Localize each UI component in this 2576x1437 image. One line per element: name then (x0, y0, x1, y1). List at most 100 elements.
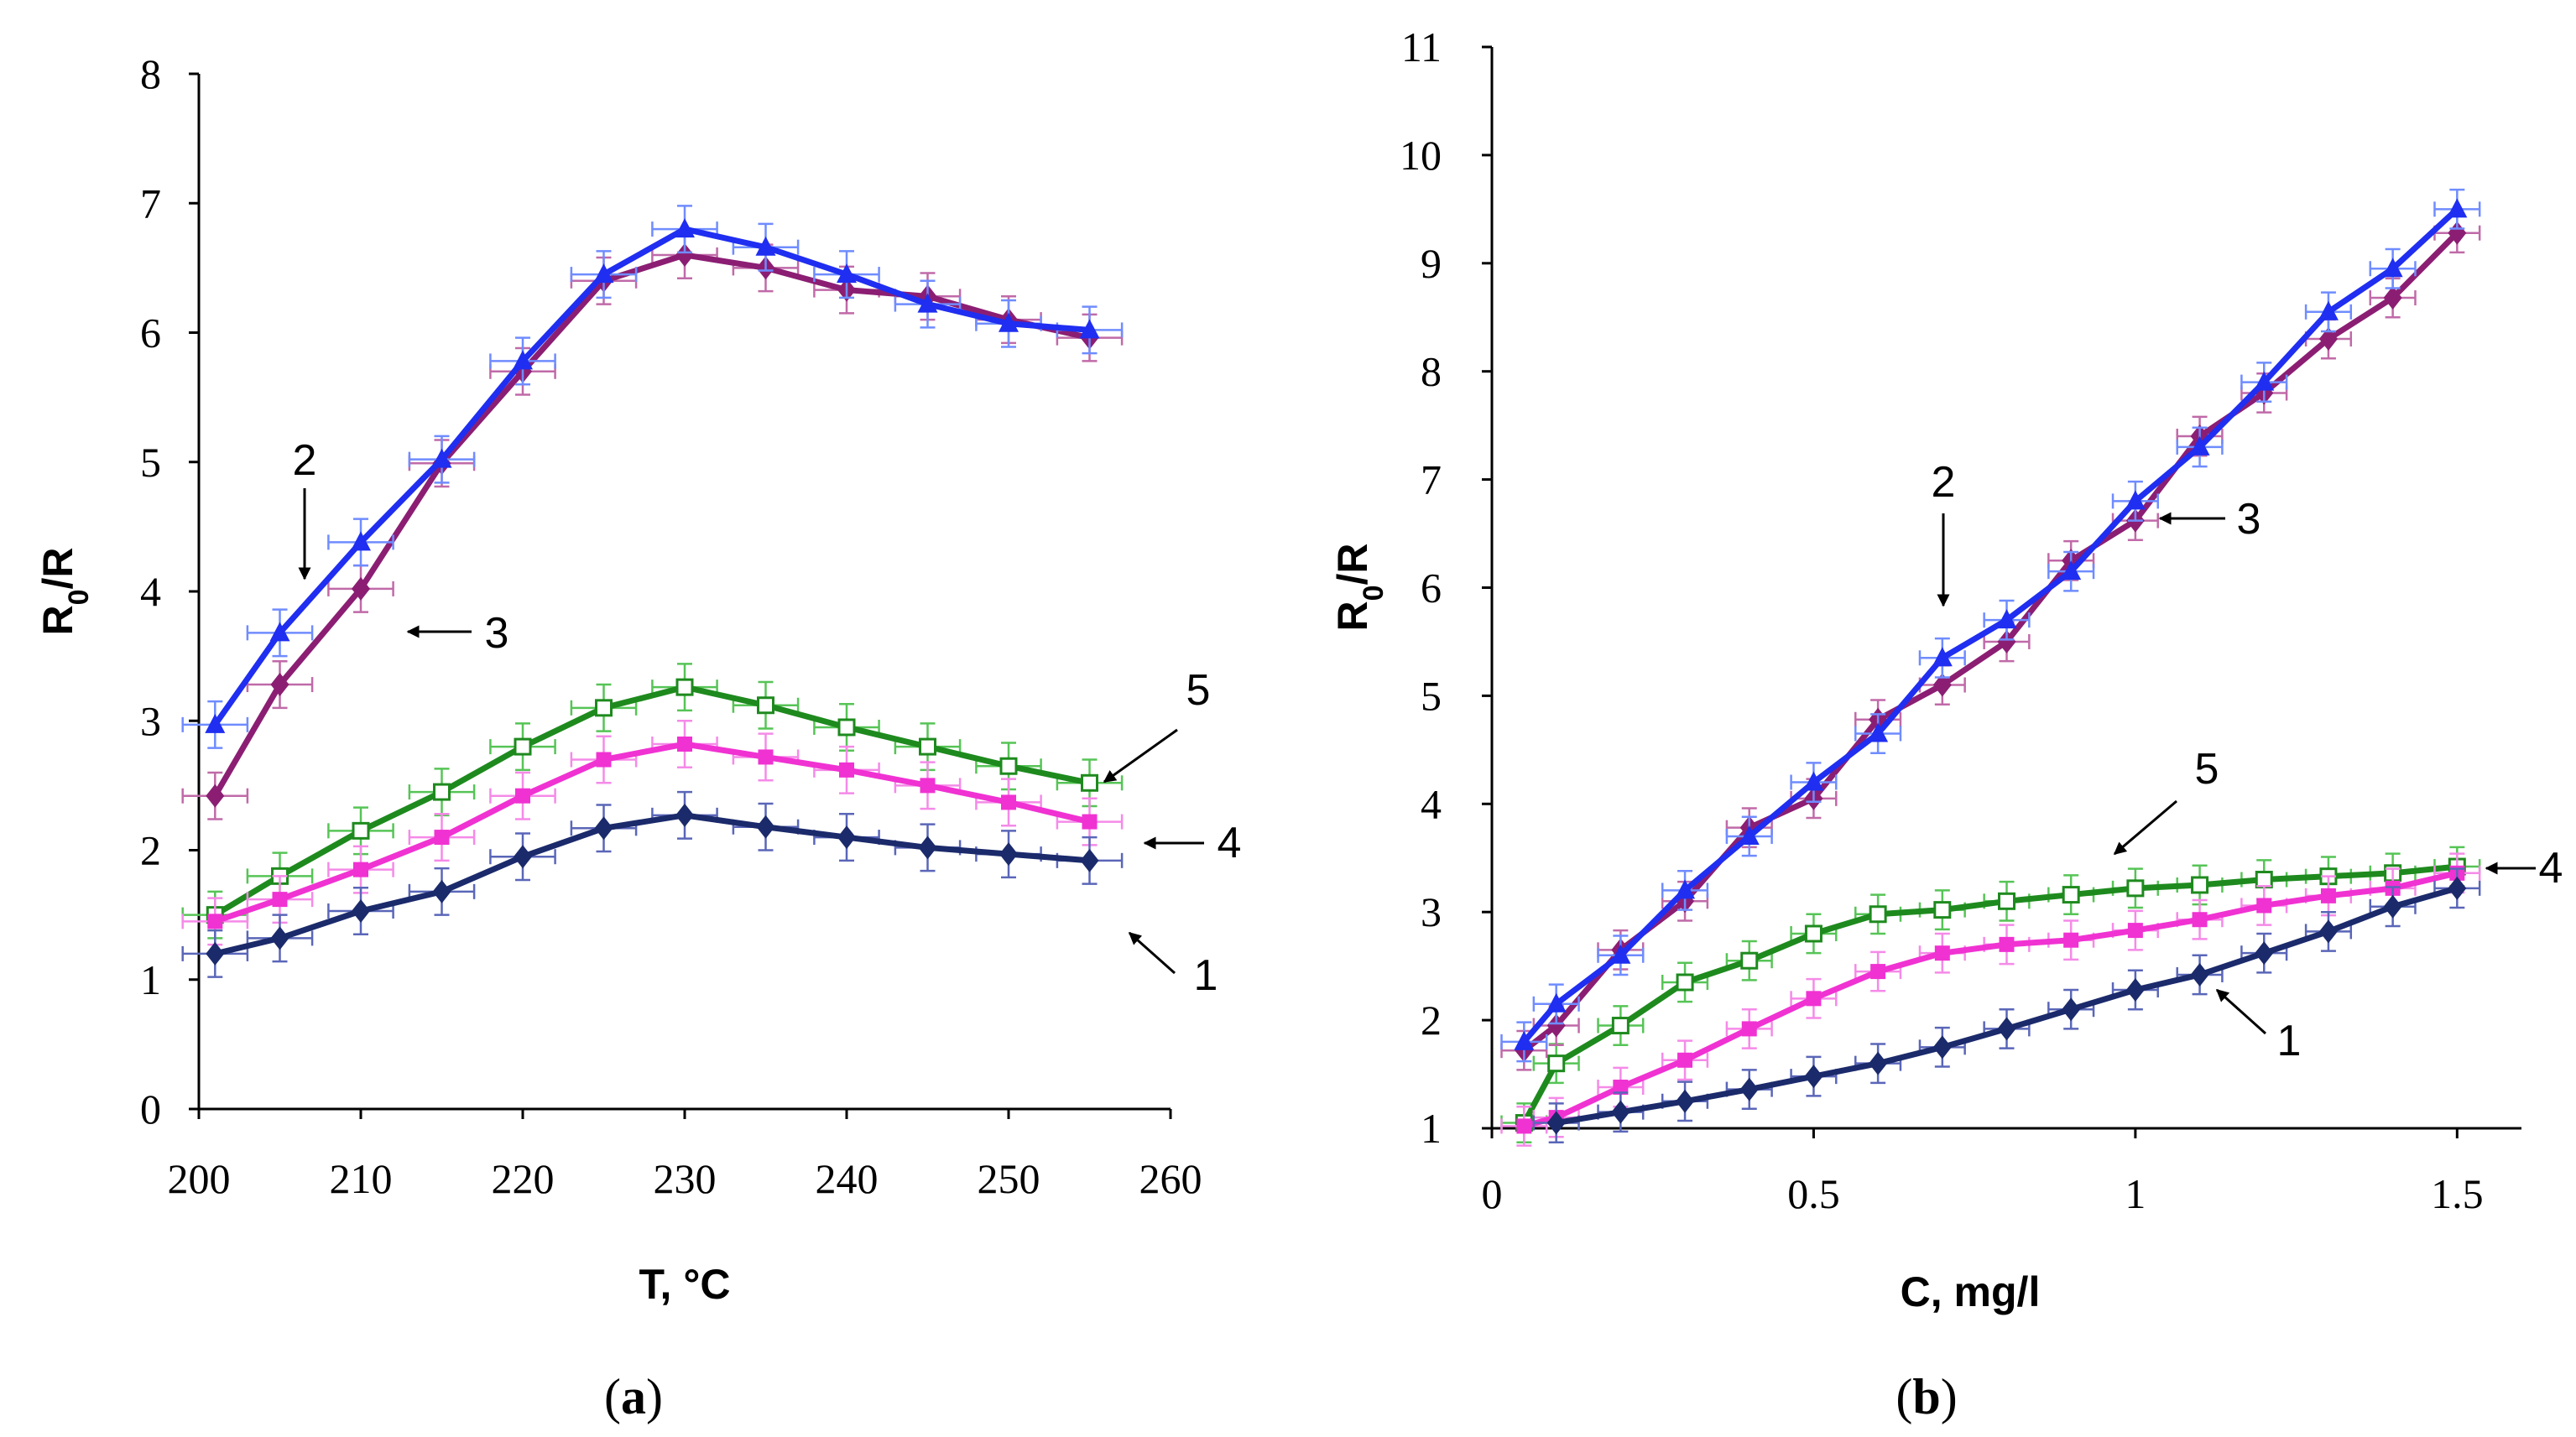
data-point-5 (1676, 973, 1694, 992)
y-tick-label: 2 (140, 827, 161, 874)
data-point-4 (2192, 912, 2208, 928)
callout-label-b-2: 2 (1932, 458, 1956, 507)
data-point-4 (2256, 898, 2272, 914)
series-line-4 (1523, 870, 2459, 1129)
callout-arrow-b-5 (2113, 799, 2177, 856)
data-point-1 (270, 926, 289, 950)
data-point-1 (2125, 978, 2145, 1002)
data-point-5 (2191, 876, 2209, 894)
series-group-a (181, 205, 1124, 978)
series-line-5 (1521, 863, 2458, 1125)
series-group-b (1500, 188, 2481, 1147)
data-point-5 (1933, 901, 1952, 919)
callout-b-2: 2 (1932, 458, 1956, 607)
x-ticks-b: 0 0.5 1 1.5 (1482, 1128, 2484, 1217)
data-point-1 (675, 803, 694, 827)
y-tick-label: 6 (1421, 565, 1442, 612)
series-5 (181, 663, 1124, 940)
data-point-4 (596, 752, 612, 768)
data-point-3 (270, 673, 289, 697)
chart-panel-a: 0 1 2 3 4 5 6 7 8 200 210 220 230 240 250 260 T, °C R0… (34, 50, 1241, 1424)
callout-label-a-1: 1 (1194, 951, 1218, 1000)
data-point-2 (2382, 258, 2403, 278)
callout-b-3: 3 (2158, 495, 2261, 544)
y-tick-label: 1 (140, 956, 161, 1003)
caption-a: (a) (604, 1369, 663, 1424)
y-tick-label: 2 (1421, 997, 1442, 1044)
data-point-5 (675, 678, 694, 696)
data-point-5 (757, 696, 774, 715)
y-tick-label: 5 (1421, 672, 1442, 719)
data-point-2 (1675, 879, 1696, 899)
data-point-5 (1804, 924, 1822, 943)
data-point-4 (353, 862, 368, 877)
data-point-2 (1996, 609, 2017, 629)
callout-b-5: 5 (2113, 745, 2219, 856)
callout-b-1: 1 (2215, 988, 2301, 1065)
data-point-4 (677, 737, 692, 752)
data-point-5 (1740, 951, 1759, 970)
data-point-4 (1934, 945, 1950, 961)
data-point-5 (352, 821, 370, 840)
x-tick-label: 0 (1482, 1170, 1503, 1217)
data-point-2 (837, 263, 857, 284)
data-point-1 (1080, 848, 1099, 872)
data-point-5 (1998, 892, 2015, 910)
series-line-2 (1521, 206, 2459, 1044)
data-point-1 (999, 842, 1018, 867)
data-point-5 (514, 737, 532, 756)
series-line-1 (1556, 885, 2459, 1127)
data-point-1 (2062, 997, 2081, 1022)
callout-a-1: 1 (1128, 931, 1218, 1000)
data-point-2 (917, 293, 938, 313)
x-tick-label: 210 (330, 1155, 393, 1202)
y-tick-label: 4 (1421, 780, 1442, 827)
x-tick-label: 240 (816, 1155, 879, 1202)
data-point-1 (1932, 1035, 1952, 1060)
data-point-4 (2127, 923, 2143, 939)
data-point-1 (1676, 1089, 1695, 1113)
data-point-1 (1997, 1017, 2016, 1041)
data-point-5 (1081, 773, 1098, 792)
y-tick-label: 7 (140, 180, 161, 226)
data-point-3 (1546, 1013, 1566, 1038)
data-point-3 (2383, 286, 2402, 310)
y-tick-label: 10 (1400, 132, 1442, 179)
data-point-2 (675, 218, 695, 238)
data-point-4 (434, 830, 450, 846)
y-tick-label: 9 (1421, 240, 1442, 287)
y-tick-label: 8 (1421, 348, 1442, 395)
data-point-4 (2320, 888, 2336, 903)
data-point-2 (2447, 198, 2468, 218)
data-point-1 (756, 815, 775, 839)
callout-arrow-a-5 (1103, 728, 1178, 784)
data-point-3 (675, 242, 694, 267)
data-point-1 (206, 941, 225, 966)
data-point-4 (1870, 964, 1886, 980)
callout-label-a-4: 4 (1218, 819, 1242, 867)
caption-b: (b) (1895, 1369, 1957, 1424)
data-point-2 (269, 622, 290, 642)
data-point-2 (1739, 825, 1760, 845)
x-tick-label: 220 (492, 1155, 555, 1202)
data-point-1 (1611, 1100, 1630, 1124)
data-point-4 (758, 749, 774, 765)
series-2 (181, 205, 1124, 749)
data-point-4 (1001, 794, 1016, 810)
callout-label-b-5: 5 (2195, 745, 2219, 794)
data-point-4 (839, 762, 854, 778)
data-point-2 (1610, 944, 1631, 964)
data-point-5 (2255, 871, 2273, 889)
data-point-3 (206, 784, 225, 808)
data-point-5 (433, 783, 451, 801)
data-point-2 (513, 350, 533, 370)
data-point-2 (755, 236, 776, 256)
data-point-5 (919, 737, 936, 756)
data-point-2 (431, 448, 452, 468)
data-point-1 (594, 816, 613, 841)
callout-a-3: 3 (406, 609, 508, 658)
callout-arrow-a-1 (1128, 931, 1176, 975)
y-tick-label: 5 (140, 439, 161, 486)
data-point-2 (2125, 490, 2146, 510)
